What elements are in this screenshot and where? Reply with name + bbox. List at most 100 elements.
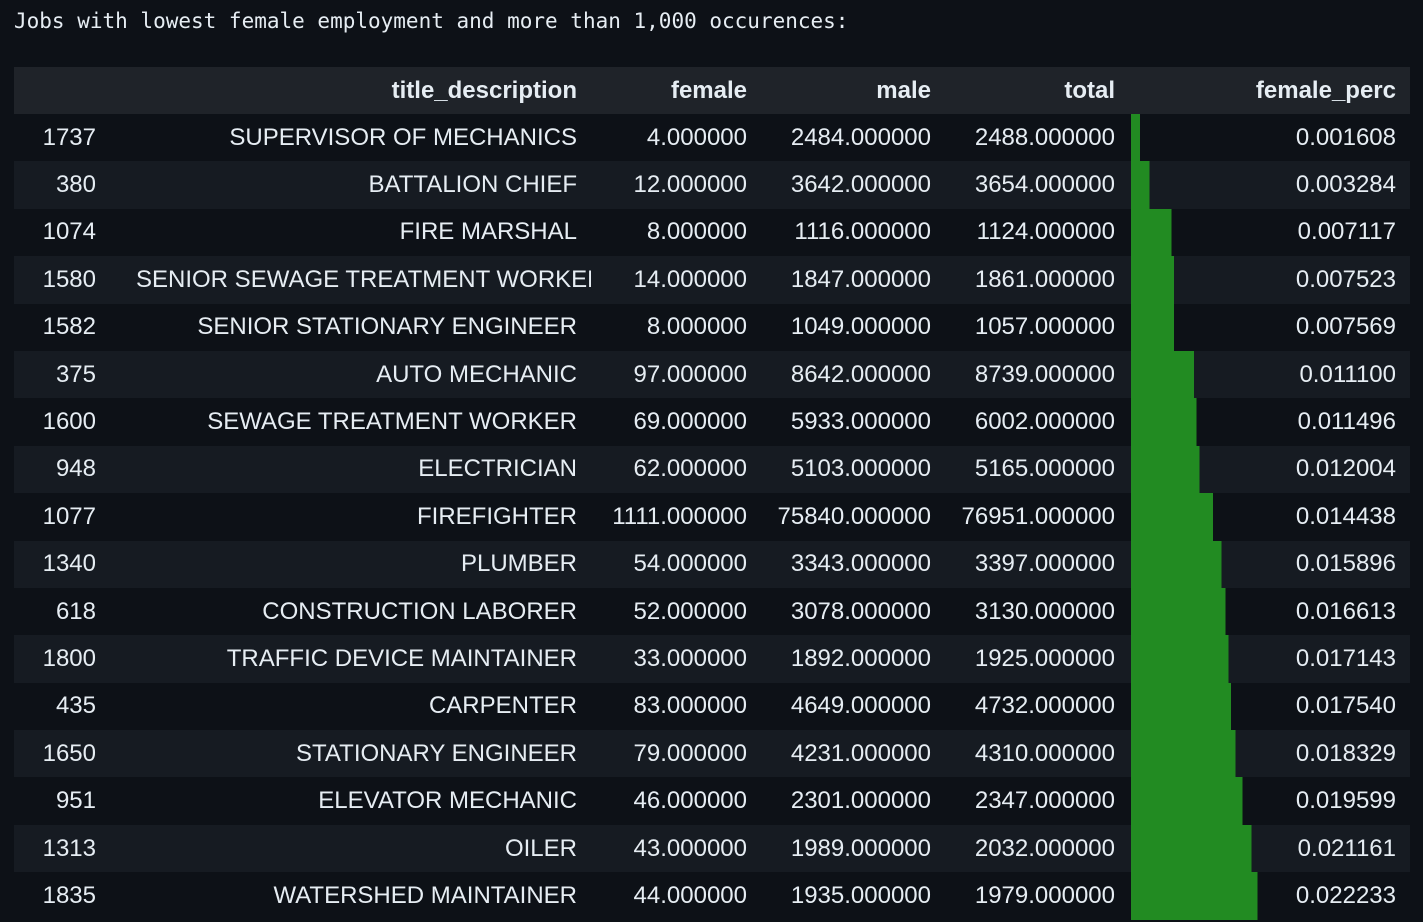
male-cell: 1116.000000 xyxy=(794,218,931,246)
total-cell: 1124.000000 xyxy=(976,218,1115,246)
row-index: 1582 xyxy=(42,313,96,341)
male-cell: 3078.000000 xyxy=(790,597,931,625)
title-description-cell: SEWAGE TREATMENT WORKER xyxy=(207,408,577,436)
title-description-cell: WATERSHED MAINTAINER xyxy=(273,881,577,909)
female-cell: 14.000000 xyxy=(633,265,747,293)
male-cell: 1049.000000 xyxy=(790,313,931,341)
male-cell: 5103.000000 xyxy=(790,455,931,483)
female-perc-cell: 0.007569 xyxy=(1129,303,1410,351)
female-cell: 69.000000 xyxy=(633,408,747,436)
row-index: 618 xyxy=(55,597,96,625)
row-index: 951 xyxy=(55,787,96,815)
row-index: 1313 xyxy=(42,834,96,862)
row-index: 1800 xyxy=(42,644,96,672)
female-perc-cell: 0.021161 xyxy=(1129,824,1410,873)
row-index: 435 xyxy=(55,692,96,720)
total-cell: 3654.000000 xyxy=(974,171,1115,199)
male-cell: 8642.000000 xyxy=(790,360,931,388)
table-row: 951 ELEVATOR MECHANIC 46.000000 2301.000000… xyxy=(14,777,1410,825)
table-row: 618 CONSTRUCTION LABORER 52.000000 3078.000… xyxy=(14,587,1410,636)
row-index: 1737 xyxy=(42,123,96,151)
male-cell: 2301.000000 xyxy=(790,787,931,815)
table-row: 1580 SENIOR SEWAGE TREATMENT WORKER 14.000… xyxy=(14,256,1410,304)
total-cell: 5165.000000 xyxy=(974,455,1115,483)
female-cell: 52.000000 xyxy=(633,597,747,625)
row-index: 1077 xyxy=(42,502,96,530)
table-body: 1737 SUPERVISOR OF MECHANICS 4.000000 2484.… xyxy=(14,114,1410,920)
title-description-cell: SENIOR SEWAGE TREATMENT WORKER xyxy=(136,265,591,293)
output-caption: Jobs with lowest female employment and m… xyxy=(14,9,849,33)
total-cell: 2032.000000 xyxy=(974,834,1115,862)
female-perc-cell: 0.018329 xyxy=(1129,730,1410,778)
total-cell: 3130.000000 xyxy=(974,597,1115,625)
female-perc-cell: 0.001608 xyxy=(1129,114,1410,162)
title-description-cell: SUPERVISOR OF MECHANICS xyxy=(229,123,577,151)
title-description-cell: BATTALION CHIEF xyxy=(368,171,577,199)
female-perc-cell: 0.003284 xyxy=(1129,161,1410,209)
total-cell: 4310.000000 xyxy=(974,739,1115,767)
female-cell: 43.000000 xyxy=(633,834,747,862)
total-cell: 4732.000000 xyxy=(974,692,1115,720)
title-description-cell: ELEVATOR MECHANIC xyxy=(318,787,577,815)
female-cell: 62.000000 xyxy=(633,455,747,483)
title-description-cell: SENIOR STATIONARY ENGINEER xyxy=(197,313,577,341)
title-description-cell: PLUMBER xyxy=(460,550,577,578)
table-row: 1835 WATERSHED MAINTAINER 44.000000 1935.00… xyxy=(14,872,1410,920)
table-row: 1800 TRAFFIC DEVICE MAINTAINER 33.000000 18… xyxy=(14,635,1410,683)
title-description-cell: OILER xyxy=(504,834,577,862)
table-row: 1340 PLUMBER 54.000000 3343.000000 3397.0000… xyxy=(14,540,1410,588)
row-index: 1580 xyxy=(42,265,96,293)
table-row: 1600 SEWAGE TREATMENT WORKER 69.000000 5933… xyxy=(14,398,1410,446)
male-cell: 4649.000000 xyxy=(790,692,931,720)
row-index: 1600 xyxy=(42,408,96,436)
female-perc-cell: 0.019599 xyxy=(1129,777,1410,825)
title-description-cell: FIRE MARSHAL xyxy=(399,218,577,246)
total-cell: 1861.000000 xyxy=(974,265,1115,293)
female-cell: 79.000000 xyxy=(633,739,747,767)
header-male: male xyxy=(761,67,945,114)
female-perc-cell: 0.011100 xyxy=(1129,350,1410,399)
row-index: 1340 xyxy=(42,550,96,578)
female-perc-cell: 0.007117 xyxy=(1129,208,1410,257)
female-perc-cell: 0.012004 xyxy=(1129,445,1410,494)
total-cell: 2488.000000 xyxy=(974,123,1115,151)
female-perc-cell: 0.017540 xyxy=(1129,682,1410,731)
table-row: 1737 SUPERVISOR OF MECHANICS 4.000000 2484.… xyxy=(14,114,1410,162)
header-female-perc: female_perc xyxy=(1129,67,1410,114)
male-cell: 5933.000000 xyxy=(790,408,931,436)
table-row: 1650 STATIONARY ENGINEER 79.000000 4231.000… xyxy=(14,730,1410,778)
female-cell: 54.000000 xyxy=(633,550,747,578)
title-description-cell: CARPENTER xyxy=(428,692,577,720)
male-cell: 1892.000000 xyxy=(790,644,931,672)
female-perc-cell: 0.016613 xyxy=(1129,587,1410,636)
table-row: 435 CARPENTER 83.000000 4649.000000 4732.000… xyxy=(14,682,1410,731)
total-cell: 76951.000000 xyxy=(961,502,1116,530)
total-cell: 1979.000000 xyxy=(974,881,1115,909)
female-cell: 1111.000000 xyxy=(612,502,747,530)
total-cell: 6002.000000 xyxy=(974,408,1115,436)
table-row: 1313 OILER 43.000000 1989.000000 2032.000000… xyxy=(14,824,1410,873)
title-description-cell: CONSTRUCTION LABORER xyxy=(262,597,577,625)
row-index: 948 xyxy=(55,455,96,483)
table-row: 380 BATTALION CHIEF 12.000000 3642.000000 36… xyxy=(14,161,1410,209)
row-index: 1074 xyxy=(42,218,96,246)
title-description-cell: TRAFFIC DEVICE MAINTAINER xyxy=(226,644,577,672)
total-cell: 8739.000000 xyxy=(974,360,1115,388)
title-description-cell: STATIONARY ENGINEER xyxy=(296,739,577,767)
female-cell: 83.000000 xyxy=(633,692,747,720)
male-cell: 3343.000000 xyxy=(790,550,931,578)
female-perc-cell: 0.022233 xyxy=(1129,872,1410,920)
female-cell: 8.000000 xyxy=(646,313,747,341)
female-cell: 33.000000 xyxy=(633,644,747,672)
header-title-description: title_description xyxy=(136,67,591,114)
table-row: 1582 SENIOR STATIONARY ENGINEER 8.000000 10… xyxy=(14,303,1410,351)
table-row: 1077 FIREFIGHTER 1111.000000 75840.000000 76… xyxy=(14,493,1410,541)
female-cell: 8.000000 xyxy=(646,218,747,246)
row-index: 380 xyxy=(55,171,96,199)
female-perc-cell: 0.014438 xyxy=(1129,493,1410,541)
female-cell: 4.000000 xyxy=(646,123,747,151)
female-perc-cell: 0.017143 xyxy=(1129,635,1410,683)
male-cell: 1847.000000 xyxy=(790,265,931,293)
title-description-cell: AUTO MECHANIC xyxy=(376,360,577,388)
table-row: 375 AUTO MECHANIC 97.000000 8642.000000 8739… xyxy=(14,350,1410,399)
